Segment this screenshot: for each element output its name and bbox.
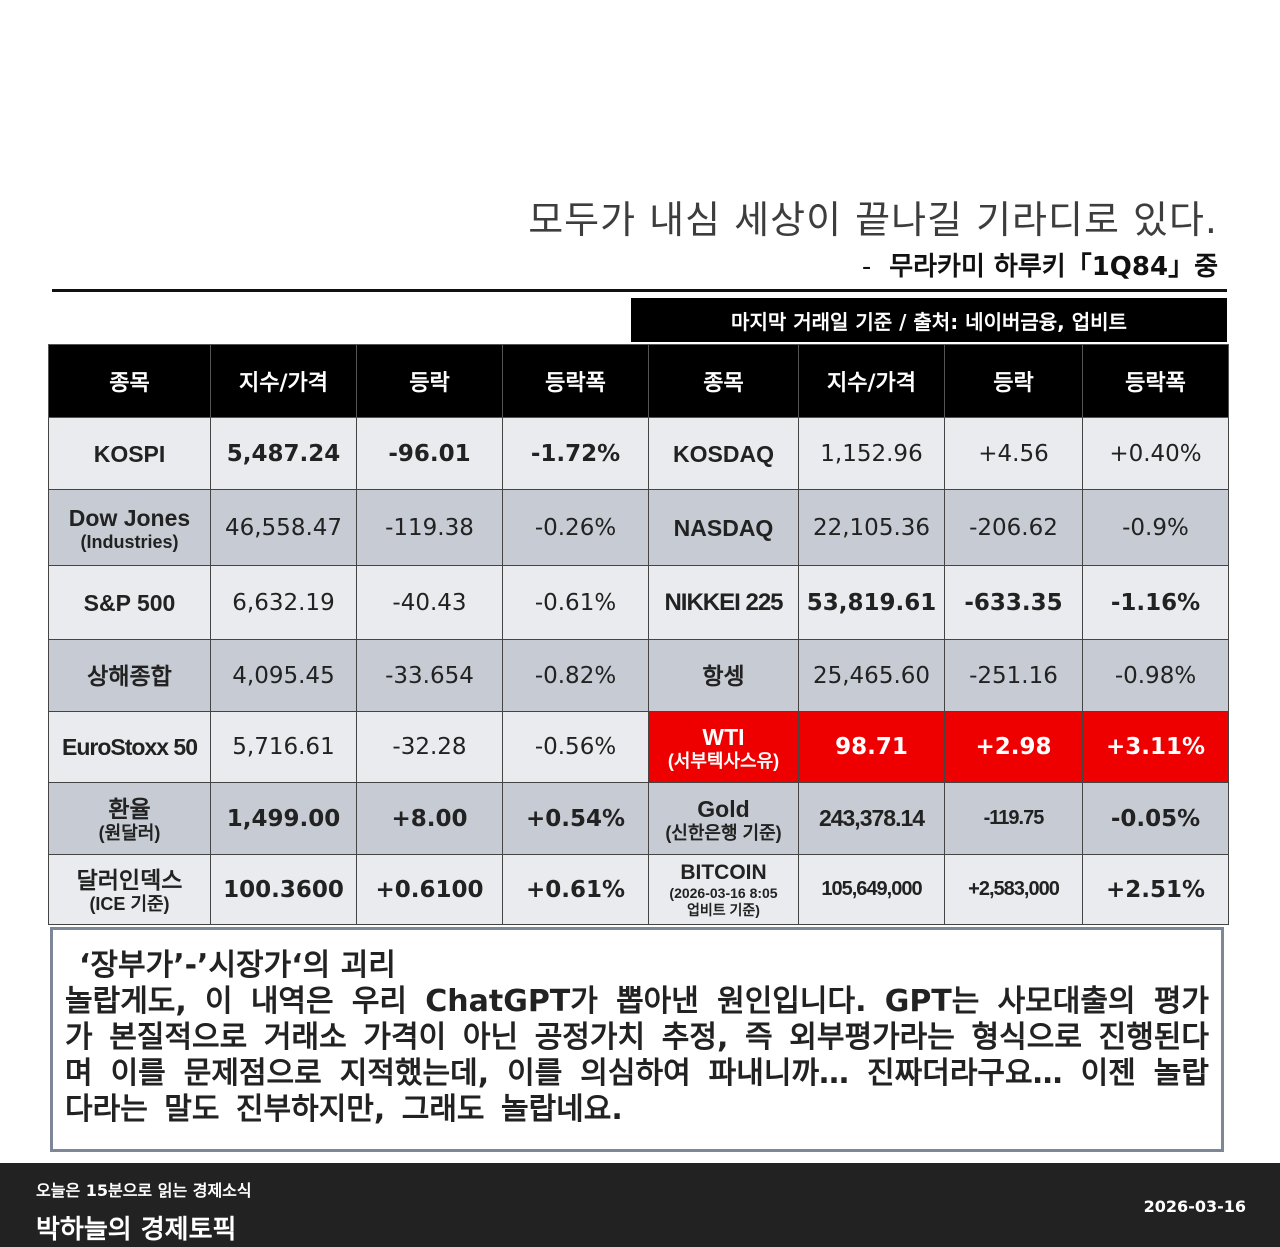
ticker-change: -633.35 [944, 565, 1083, 640]
ticker-change: +0.6100 [356, 854, 503, 925]
ticker-pct: -0.56% [502, 711, 649, 783]
ticker-change: -40.43 [356, 565, 503, 640]
table-row: 달러인덱스 (ICE 기준) 100.3600 +0.6100 +0.61% B… [48, 854, 1229, 925]
ticker-value: 105,649,000 [798, 854, 945, 925]
table-row: KOSPI 5,487.24 -96.01 -1.72% KOSDAQ 1,15… [48, 417, 1229, 490]
ticker-change: -33.654 [356, 639, 503, 712]
ticker-change: -32.28 [356, 711, 503, 783]
commentary-body: 놀랍게도, 이 내역은 우리 ChatGPT가 뽑아낸 원인입니다. GPT는 … [65, 984, 1209, 1127]
ticker-change: -251.16 [944, 639, 1083, 712]
commentary-box: ‘장부가’-’시장가‘의 괴리 놀랍게도, 이 내역은 우리 ChatGPT가 … [50, 927, 1224, 1152]
ticker-name: BITCOIN (2026-03-16 8:05 업비트 기준) [648, 854, 799, 925]
table-row: EuroStoxx 50 5,716.61 -32.28 -0.56% WTI … [48, 711, 1229, 783]
ticker-value: 100.3600 [210, 854, 357, 925]
header-name: 종목 [48, 344, 211, 418]
ticker-value: 5,716.61 [210, 711, 357, 783]
ticker-value: 4,095.45 [210, 639, 357, 712]
ticker-change: +2,583,000 [944, 854, 1083, 925]
ticker-change: +4.56 [944, 417, 1083, 490]
ticker-name: Dow Jones (Industries) [48, 489, 211, 566]
quote-author: 무라카미 하루키「1Q84」중 [889, 252, 1218, 282]
ticker-name: NASDAQ [648, 489, 799, 566]
ticker-value: 46,558.47 [210, 489, 357, 566]
ticker-name: 환율 (원달러) [48, 782, 211, 855]
ticker-pct: -0.82% [502, 639, 649, 712]
table-row: 환율 (원달러) 1,499.00 +8.00 +0.54% Gold (신한은… [48, 782, 1229, 855]
ticker-name: EuroStoxx 50 [48, 711, 211, 783]
ticker-name: S&P 500 [48, 565, 211, 640]
footer-bar: 오늘은 15분으로 읽는 경제소식 박하늘의 경제토픽 2026-03-16 [0, 1163, 1280, 1247]
ticker-change: -119.75 [944, 782, 1083, 855]
ticker-pct: +0.61% [502, 854, 649, 925]
ticker-change: +8.00 [356, 782, 503, 855]
ticker-pct: -1.16% [1082, 565, 1229, 640]
footer-title: 박하늘의 경제토픽 [36, 1215, 237, 1245]
header-name: 종목 [648, 344, 799, 418]
ticker-value: 5,487.24 [210, 417, 357, 490]
ticker-name: 상해종합 [48, 639, 211, 712]
ticker-pct: -0.9% [1082, 489, 1229, 566]
table-header-row: 종목 지수/가격 등락 등락폭 종목 지수/가격 등락 등락폭 [48, 344, 1229, 418]
ticker-pct: +0.40% [1082, 417, 1229, 490]
ticker-value: 243,378.14 [798, 782, 945, 855]
ticker-name: Gold (신한은행 기준) [648, 782, 799, 855]
ticker-value: 1,499.00 [210, 782, 357, 855]
market-table: 종목 지수/가격 등락 등락폭 종목 지수/가격 등락 등락폭 KOSPI 5,… [48, 344, 1229, 925]
ticker-change: -206.62 [944, 489, 1083, 566]
ticker-value: 22,105.36 [798, 489, 945, 566]
quote-dash: - [861, 252, 872, 282]
ticker-pct: -0.61% [502, 565, 649, 640]
ticker-pct: -0.05% [1082, 782, 1229, 855]
ticker-pct: +2.51% [1082, 854, 1229, 925]
ticker-pct: -0.26% [502, 489, 649, 566]
ticker-pct: -1.72% [502, 417, 649, 490]
header-pct: 등락폭 [502, 344, 649, 418]
ticker-change: -96.01 [356, 417, 503, 490]
ticker-pct: -0.98% [1082, 639, 1229, 712]
ticker-pct: +3.11% [1082, 711, 1229, 783]
ticker-value: 98.71 [798, 711, 945, 783]
ticker-name: KOSPI [48, 417, 211, 490]
table-row: 상해종합 4,095.45 -33.654 -0.82% 항셍 25,465.6… [48, 639, 1229, 712]
footer-date: 2026-03-16 [1143, 1197, 1246, 1216]
ticker-name: WTI (서부텍사스유) [648, 711, 799, 783]
ticker-value: 6,632.19 [210, 565, 357, 640]
table-row: S&P 500 6,632.19 -40.43 -0.61% NIKKEI 22… [48, 565, 1229, 640]
ticker-name: NIKKEI 225 [648, 565, 799, 640]
commentary-title: ‘장부가’-’시장가‘의 괴리 [79, 948, 396, 983]
ticker-name: KOSDAQ [648, 417, 799, 490]
header-value: 지수/가격 [210, 344, 357, 418]
ticker-name: 달러인덱스 (ICE 기준) [48, 854, 211, 925]
header-change: 등락 [356, 344, 503, 418]
table-row: Dow Jones (Industries) 46,558.47 -119.38… [48, 489, 1229, 566]
ticker-value: 53,819.61 [798, 565, 945, 640]
ticker-name: 항셍 [648, 639, 799, 712]
footer-subtitle: 오늘은 15분으로 읽는 경제소식 [36, 1181, 252, 1200]
ticker-pct: +0.54% [502, 782, 649, 855]
source-note: 마지막 거래일 기준 / 출처: 네이버금융, 업비트 [631, 298, 1227, 342]
quote-text: 모두가 내심 세상이 끝나길 기라디로 있다. [528, 198, 1218, 242]
ticker-change: +2.98 [944, 711, 1083, 783]
header-change: 등락 [944, 344, 1083, 418]
header-pct: 등락폭 [1082, 344, 1229, 418]
quote-source: - 무라카미 하루키「1Q84」중 [528, 246, 1218, 283]
ticker-value: 1,152.96 [798, 417, 945, 490]
quote-block: 모두가 내심 세상이 끝나길 기라디로 있다. - 무라카미 하루키「1Q84」중 [528, 196, 1218, 283]
header-value: 지수/가격 [798, 344, 945, 418]
ticker-change: -119.38 [356, 489, 503, 566]
divider-rule [52, 289, 1227, 292]
ticker-value: 25,465.60 [798, 639, 945, 712]
